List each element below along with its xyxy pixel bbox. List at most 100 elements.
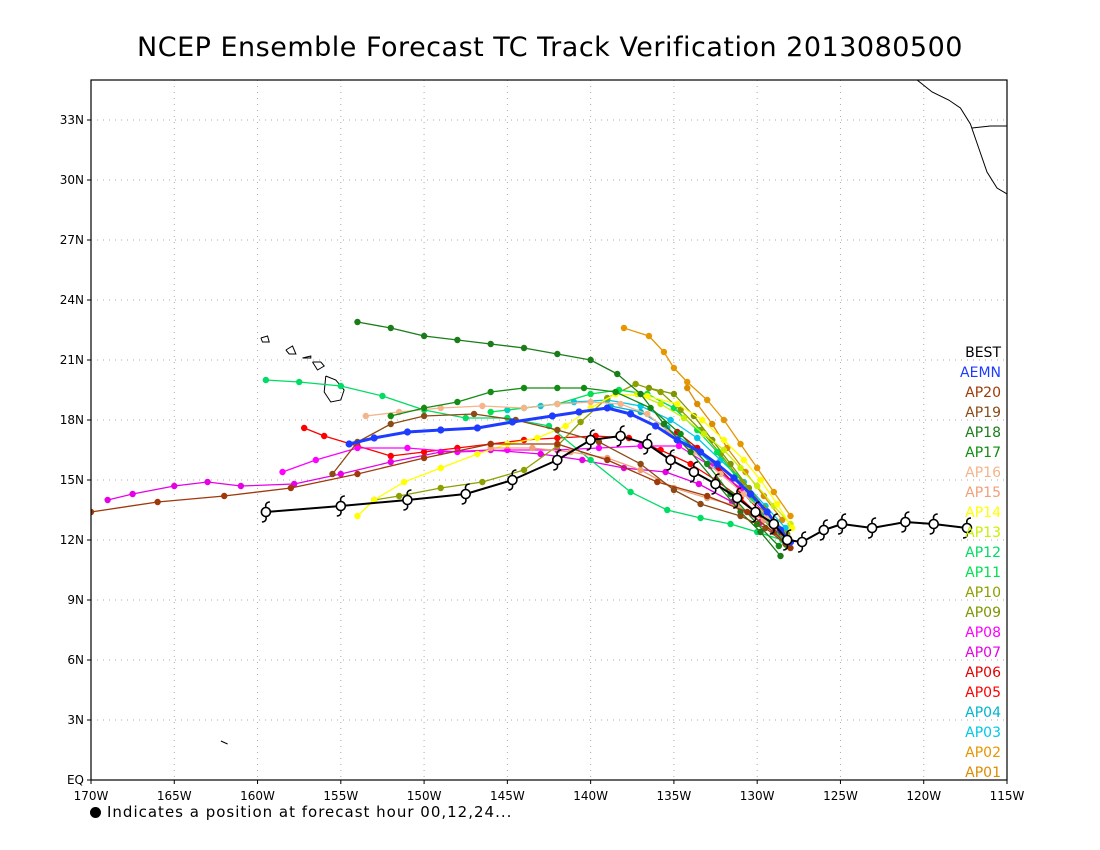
track-point-ap18 [354, 318, 361, 326]
footnote: Indicates a position at forecast hour 00… [90, 803, 512, 821]
y-tick-label: 33N [60, 113, 84, 127]
hurricane-symbol-ring [665, 454, 676, 466]
track-point-ap14 [474, 450, 481, 458]
track-point-ap10 [577, 418, 584, 426]
track-point-aemn [575, 408, 583, 416]
track-point-ap18 [420, 332, 428, 340]
track-point-ap20 [354, 470, 361, 478]
legend-item-aemn: AEMN [960, 365, 1001, 381]
track-point-ap20 [287, 484, 295, 492]
track-point-aemn [473, 424, 481, 432]
hurricane-symbol-ring [551, 454, 563, 466]
track-point-ap20 [787, 544, 794, 552]
y-tick-label: 24N [60, 293, 84, 307]
hurricane-symbol-ring [818, 524, 830, 536]
track-ap17 [387, 384, 783, 550]
x-tick-label: 120W [906, 789, 941, 803]
track-point-ap08 [675, 442, 683, 450]
hurricane-symbol-arm-bottom [586, 444, 592, 451]
hurricane-symbol-arm-top [871, 517, 877, 524]
track-point-ap14 [354, 512, 361, 520]
track-point-ap18 [660, 420, 668, 428]
track-point-ap11 [487, 408, 494, 416]
hurricane-symbol-arm-top [754, 501, 760, 508]
track-point-ap16 [479, 402, 486, 410]
track-point-ap20 [604, 456, 611, 464]
hurricane-symbol-arm-top [589, 429, 595, 436]
x-tick-label: 160W [240, 789, 275, 803]
track-line-ap19 [331, 413, 786, 545]
track-ap14 [354, 390, 796, 532]
track-point-ap02 [720, 416, 728, 424]
track-point-ap14 [534, 434, 541, 442]
x-tick-label: 145W [490, 789, 525, 803]
hurricane-symbol-ring [260, 506, 272, 518]
track-point-ap19 [595, 438, 603, 446]
plot-frame [90, 79, 1008, 781]
legend-item-ap09: AP09 [965, 605, 1001, 621]
track-point-ap18 [614, 370, 621, 378]
track-point-ap01 [778, 516, 786, 524]
track-point-ap02 [684, 378, 691, 386]
hurricane-symbol-arm-top [556, 449, 562, 456]
track-point-ap07 [237, 482, 245, 490]
track-point-ap10 [479, 478, 486, 486]
track-point-ap05 [687, 460, 694, 468]
hurricane-symbol-arm-bottom [403, 504, 409, 511]
track-point-aemn [603, 404, 611, 412]
legend-item-ap13: AP13 [965, 525, 1001, 541]
track-point-ap19 [737, 512, 744, 520]
track-point-aemn [508, 418, 516, 426]
x-tick-label: 155W [323, 789, 358, 803]
track-point-ap02 [660, 348, 668, 356]
y-tick-label: 27N [60, 233, 84, 247]
track-point-ap20 [487, 440, 494, 448]
hurricane-symbol-ring [615, 430, 626, 442]
hurricane-symbol-arm-top [406, 489, 412, 496]
hurricane-symbol-icon [781, 529, 793, 551]
track-point-ap12 [627, 488, 634, 496]
hurricane-symbol-icon [665, 449, 676, 471]
track-point-ap14 [644, 392, 651, 400]
hurricane-symbol-ring [710, 478, 721, 490]
hurricane-symbol-icon [750, 501, 761, 523]
hurricane-symbol-icon [551, 449, 563, 471]
track-point-ap18 [554, 350, 561, 358]
hurricane-symbol-arm-top [264, 501, 270, 508]
track-point-ap18 [777, 552, 784, 560]
hurricane-symbol-arm-bottom [929, 528, 935, 535]
track-point-aemn [548, 412, 556, 420]
track-point-ap13 [737, 464, 744, 472]
track-point-ap01 [694, 400, 701, 408]
x-tick-label: 115W [990, 789, 1025, 803]
track-point-ap01 [709, 420, 716, 428]
track-line-ap17 [390, 387, 780, 547]
hurricane-symbol-arm-top [772, 513, 778, 520]
track-point-ap10 [632, 380, 639, 388]
track-point-aemn [763, 508, 771, 516]
track-point-ap16 [617, 400, 624, 408]
track-point-ap12 [697, 514, 704, 522]
track-point-ap10 [657, 388, 664, 396]
hurricane-symbol-icon [961, 517, 973, 539]
x-tick-label: 140W [573, 789, 608, 803]
track-point-ap16 [587, 398, 594, 406]
x-tick-label: 150W [407, 789, 442, 803]
track-point-ap20 [420, 454, 428, 462]
track-point-aemn [370, 434, 378, 442]
track-point-ap14 [740, 456, 748, 464]
legend-item-ap04: AP04 [965, 705, 1001, 721]
track-point-ap16 [520, 404, 528, 412]
hurricane-symbol-icon [866, 517, 878, 539]
hurricane-symbol-icon [818, 519, 830, 541]
hurricane-symbol-arm-bottom [689, 476, 695, 483]
hurricane-symbol-arm-bottom [711, 488, 717, 495]
legend-item-ap03: AP03 [965, 725, 1001, 741]
track-point-ap19 [387, 420, 394, 428]
track-point-ap19 [697, 500, 704, 508]
track-point-aemn [651, 422, 660, 430]
hurricane-symbol-arm-top [619, 425, 625, 432]
track-point-aemn [696, 448, 705, 456]
hurricane-symbol-arm-bottom [962, 532, 969, 539]
x-tick-label: 125W [823, 789, 858, 803]
